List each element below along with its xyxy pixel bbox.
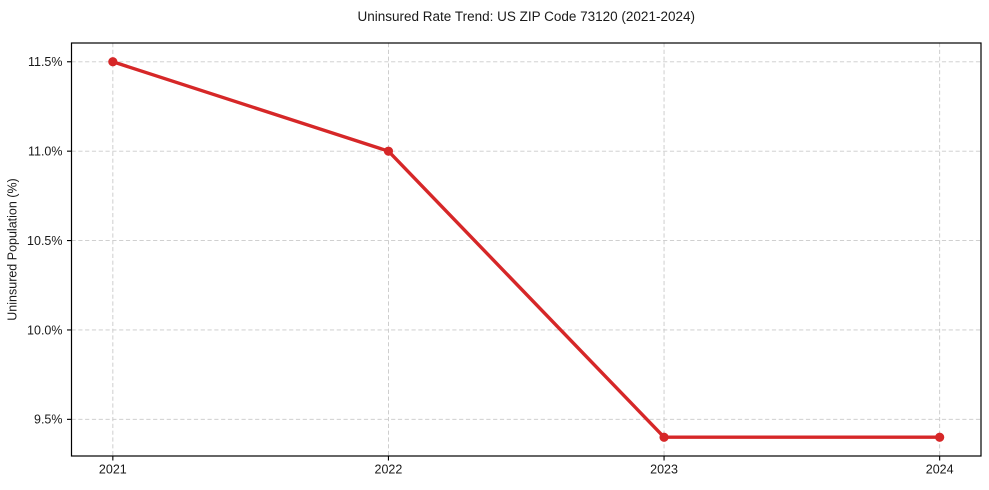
y-tick-label: 10.0% (27, 323, 62, 337)
chart-title: Uninsured Rate Trend: US ZIP Code 73120 … (358, 9, 695, 24)
data-point-2024 (935, 432, 945, 442)
x-tick-label: 2022 (375, 463, 403, 477)
data-point-2021 (108, 57, 118, 67)
y-tick-label: 11.0% (28, 144, 63, 158)
trend-line (111, 60, 942, 439)
y-tick-label: 10.5% (27, 234, 62, 248)
data-point-2022 (383, 146, 394, 156)
x-tick-label: 2023 (650, 463, 678, 477)
x-tick-label: 2021 (99, 463, 127, 477)
plot-border (70, 42, 982, 457)
x-tick-label: 2024 (926, 463, 954, 477)
y-tick-label: 11.5% (28, 55, 63, 69)
data-point-2023 (659, 432, 669, 442)
y-axis-label: Uninsured Population (%) (6, 178, 20, 320)
y-tick-label: 9.5% (34, 413, 63, 427)
